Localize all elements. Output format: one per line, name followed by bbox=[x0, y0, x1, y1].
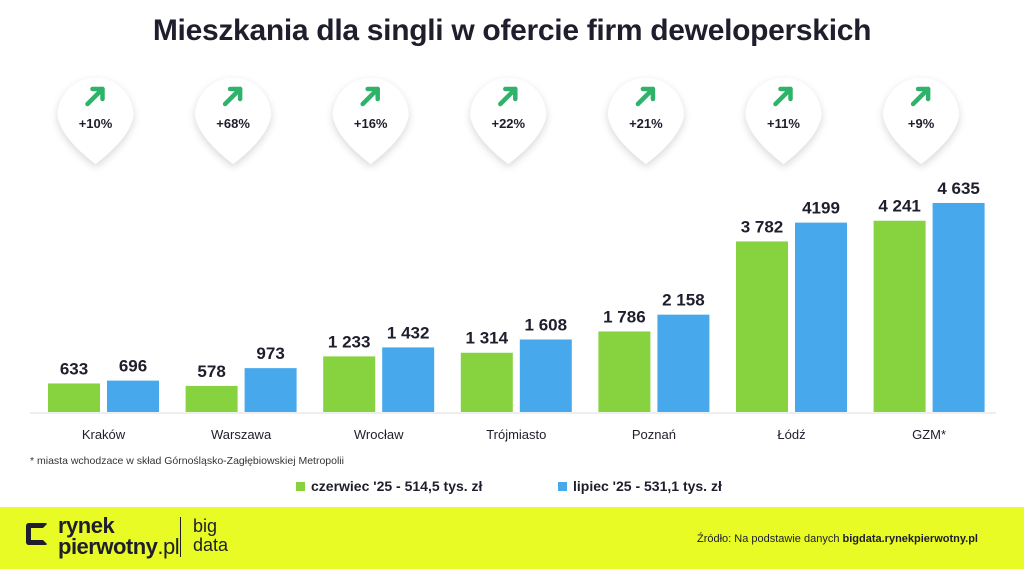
bar-trojmiasto-june bbox=[460, 352, 513, 412]
change-badge-krakow bbox=[57, 77, 134, 164]
footnote: * miasta wchodzace w skład Górnośląsko-Z… bbox=[30, 455, 344, 467]
rynekpierwotny-logo[interactable]: rynek pierwotny.pl bbox=[58, 513, 180, 559]
data-label-trojmiasto-july: 1 608 bbox=[525, 315, 568, 334]
bar-gzm-july bbox=[932, 202, 985, 412]
data-label-gzm-july: 4 635 bbox=[937, 179, 980, 198]
arrow-up-right-icon bbox=[498, 86, 518, 107]
bar-poznan-july bbox=[657, 314, 710, 412]
data-label-poznan-june: 1 786 bbox=[603, 307, 646, 326]
change-label-krakow: +10% bbox=[79, 116, 113, 131]
x-tick-label-gzm: GZM* bbox=[912, 427, 946, 442]
logo-divider bbox=[180, 517, 181, 557]
arrow-up-right-icon bbox=[222, 86, 243, 107]
bar-gzm-june bbox=[873, 220, 926, 412]
data-label-warszawa-june: 578 bbox=[197, 362, 225, 381]
change-label-gzm: +9% bbox=[908, 116, 935, 131]
bar-lodz-july bbox=[795, 222, 847, 412]
logo-brand: pierwotny bbox=[58, 534, 158, 559]
arrow-up-right-icon bbox=[910, 86, 931, 107]
change-label-wroclaw: +16% bbox=[354, 116, 388, 131]
legend-label-july: lipiec '25 - 531,1 tys. zł bbox=[573, 478, 722, 494]
x-tick-label-wroclaw: Wrocław bbox=[354, 427, 404, 442]
logo-domain: .pl bbox=[157, 534, 180, 559]
data-label-lodz-june: 3 782 bbox=[741, 217, 784, 236]
bar-warszawa-june bbox=[185, 385, 238, 412]
change-label-warszawa: +68% bbox=[216, 116, 250, 131]
bigdata-logo[interactable]: big data bbox=[193, 517, 228, 555]
change-label-lodz: +11% bbox=[767, 116, 800, 131]
source-note: Źródło: Na podstawie danych bigdata.ryne… bbox=[697, 533, 978, 545]
x-tick-label-krakow: Kraków bbox=[82, 427, 126, 442]
legend-label-june: czerwiec '25 - 514,5 tys. zł bbox=[311, 478, 483, 494]
change-badge-warszawa bbox=[195, 78, 272, 164]
arrow-up-right-icon bbox=[85, 86, 105, 107]
data-label-wroclaw-june: 1 233 bbox=[328, 332, 371, 351]
change-badge-poznan bbox=[607, 78, 684, 164]
change-badge-lodz bbox=[745, 78, 822, 164]
footer-bar: rynek pierwotny.pl big data Źródło: Na p… bbox=[0, 507, 1024, 569]
rynekpierwotny-logo-icon[interactable] bbox=[26, 523, 48, 545]
legend-swatch-june bbox=[296, 481, 305, 491]
bar-lodz-june bbox=[736, 241, 788, 412]
data-label-gzm-june: 4 241 bbox=[878, 197, 921, 216]
data-label-lodz-july: 4199 bbox=[802, 199, 840, 218]
arrow-up-right-icon bbox=[360, 86, 380, 107]
data-label-krakow-july: 696 bbox=[119, 357, 147, 376]
legend: czerwiec '25 - 514,5 tys. zł lipiec '25 … bbox=[0, 478, 1024, 498]
source-prefix: Źródło: Na podstawie danych bbox=[696, 533, 843, 545]
bar-warszawa-july bbox=[244, 368, 297, 412]
chart-title: Mieszkania dla singli w ofercie firm dew… bbox=[152, 14, 872, 47]
data-label-warszawa-july: 973 bbox=[256, 344, 284, 363]
legend-item-june: czerwiec '25 - 514,5 tys. zł bbox=[296, 478, 482, 494]
change-label-poznan: +21% bbox=[629, 116, 663, 131]
legend-item-july: lipiec '25 - 531,1 tys. zł bbox=[558, 478, 722, 494]
x-tick-label-warszawa: Warszawa bbox=[211, 427, 272, 442]
legend-swatch-july bbox=[558, 481, 567, 491]
bigdata-line-2: data bbox=[193, 535, 229, 555]
bar-wroclaw-july bbox=[382, 347, 435, 412]
bar-krakow-july bbox=[107, 380, 159, 412]
bar-wroclaw-june bbox=[323, 356, 376, 412]
change-label-trojmiasto: +22% bbox=[491, 116, 525, 131]
arrow-up-right-icon bbox=[635, 86, 656, 107]
logo-line-1: rynek bbox=[58, 513, 115, 538]
data-label-poznan-july: 2 158 bbox=[662, 291, 705, 310]
bar-chart: +10% +68% +16% +22% +21% +11% +9% 633 696 578 973… bbox=[30, 77, 996, 442]
bar-poznan-june bbox=[598, 331, 651, 412]
source-link[interactable]: bigdata.rynekpierwotny.pl bbox=[842, 533, 979, 545]
logo-line-2: pierwotny.pl bbox=[58, 534, 180, 559]
change-badge-trojmiasto bbox=[470, 78, 547, 164]
data-label-wroclaw-july: 1 432 bbox=[387, 323, 430, 342]
change-badge-gzm bbox=[883, 78, 960, 164]
bar-krakow-june bbox=[48, 383, 100, 412]
x-tick-label-trojmiasto: Trójmiasto bbox=[486, 427, 546, 442]
data-label-trojmiasto-june: 1 314 bbox=[466, 329, 509, 348]
arrow-up-right-icon bbox=[773, 86, 793, 107]
x-tick-label-lodz: Łódź bbox=[777, 427, 805, 442]
data-label-krakow-june: 633 bbox=[60, 359, 88, 378]
x-tick-label-poznan: Poznań bbox=[632, 427, 676, 442]
bigdata-line-1: big bbox=[193, 516, 218, 536]
change-badge-wroclaw bbox=[332, 78, 409, 164]
bar-trojmiasto-july bbox=[519, 339, 572, 412]
